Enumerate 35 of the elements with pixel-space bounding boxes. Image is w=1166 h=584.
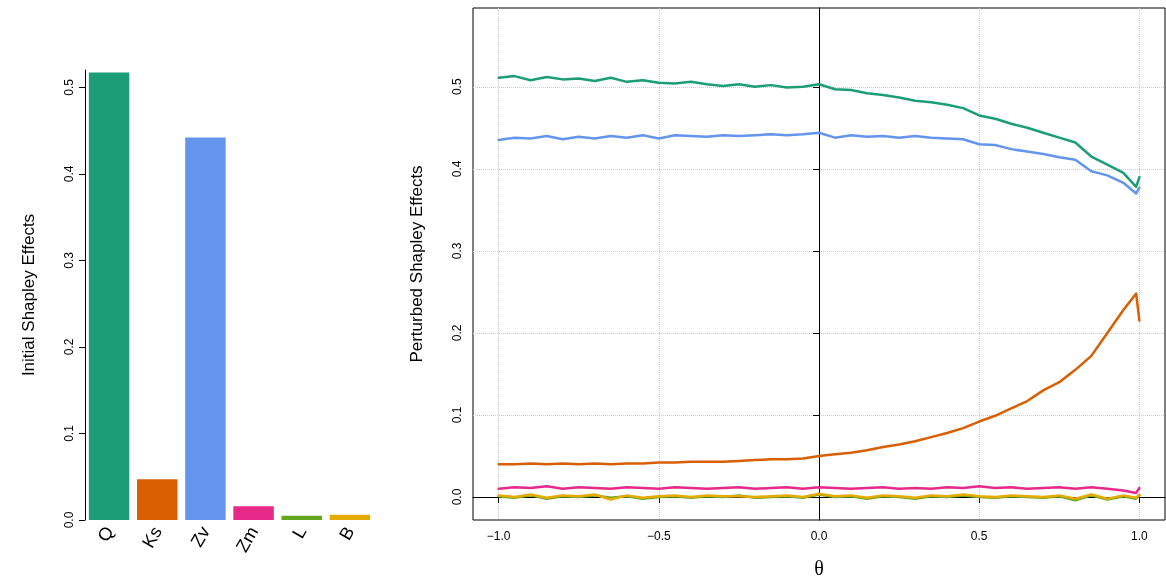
y-tick-label: 0.4 (62, 165, 76, 183)
y-tick-label: 0.0 (62, 511, 76, 529)
y-tick-label: 0.5 (450, 78, 464, 96)
y-tick-label: 0.3 (450, 242, 464, 260)
y-tick-label: 0.5 (62, 78, 76, 96)
bar (281, 515, 322, 520)
y-tick-label: 0.1 (450, 406, 464, 424)
x-tick-label: −1.0 (486, 529, 511, 543)
y-tick-label: 0.1 (62, 424, 76, 442)
x-tick-label: Zm (231, 523, 263, 556)
line-series (497, 292, 1141, 466)
y-tick-label: 0.2 (450, 324, 464, 342)
x-tick-label: 0.0 (810, 529, 828, 543)
y-tick-label: 0.2 (62, 338, 76, 356)
y-tick-label: 0.4 (450, 160, 464, 178)
x-tick-label: 0.5 (970, 529, 988, 543)
x-tick-label: 1.0 (1131, 529, 1149, 543)
x-tick-label: −0.5 (646, 529, 671, 543)
bar (185, 137, 226, 520)
y-axis-title: Initial Shapley Effects (19, 213, 38, 377)
x-tick-label: L (288, 523, 311, 542)
x-axis-title: θ (814, 557, 824, 579)
line-series (497, 74, 1141, 189)
line-series (497, 485, 1141, 495)
x-tick-label: Ks (138, 523, 166, 552)
x-tick-label: B (335, 523, 359, 544)
y-axis-title: Perturbed Shapley Effects (407, 165, 426, 363)
y-tick-label: 0.0 (450, 488, 464, 506)
x-tick-label: Q (93, 523, 118, 546)
x-tick-label: Zv (186, 523, 215, 551)
y-tick-label: 0.3 (62, 251, 76, 269)
bar (329, 514, 371, 520)
line-series (497, 131, 1141, 195)
bar (137, 479, 178, 520)
bar (233, 506, 274, 520)
